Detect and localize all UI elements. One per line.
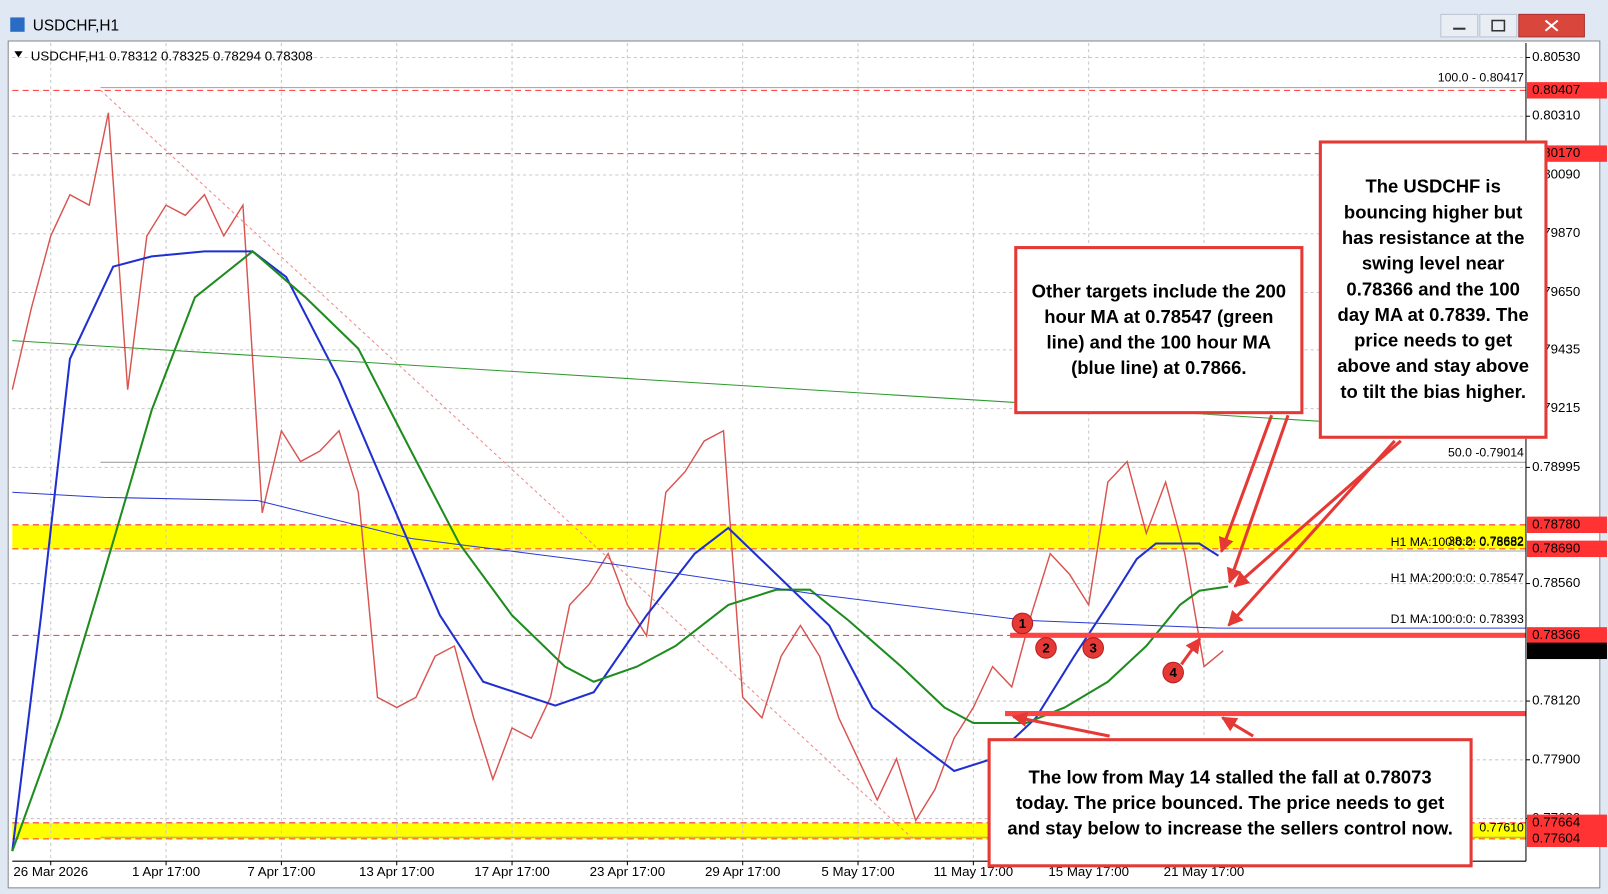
marker [1035, 637, 1057, 659]
marker-label: 1 [1019, 616, 1027, 631]
fib-label: 100.0 - 0.80417 [1438, 71, 1524, 85]
price-label: 0.78690 [1532, 540, 1580, 555]
dropdown-icon [14, 51, 23, 58]
x-tick-label: 15 May 17:00 [1048, 864, 1129, 879]
x-tick-label: 1 Apr 17:00 [132, 864, 200, 879]
minimize-button[interactable] [1440, 13, 1479, 38]
high: 0.78325 [161, 48, 209, 63]
y-tick-label: 0.77900 [1532, 751, 1580, 766]
y-tick-label: 0.78120 [1532, 693, 1580, 708]
price-series [12, 340, 1526, 435]
price-series [11, 250, 1219, 852]
price-label: 0.78780 [1532, 516, 1580, 531]
y-tick-label: 0.80530 [1532, 49, 1580, 64]
y-tick-label: 0.78995 [1532, 459, 1580, 474]
ma-label: H1 MA:200:0:0: 0.78547 [1391, 571, 1524, 585]
marker [1011, 612, 1034, 635]
marker [1082, 637, 1104, 659]
band [12, 524, 1526, 549]
x-tick-label: 21 May 17:00 [1164, 864, 1245, 879]
price-series [12, 491, 1526, 629]
close: 0.78308 [265, 48, 313, 63]
ma-label: D1 MA:100:0:0: 0.78393 [1391, 612, 1524, 626]
fib-label: 50.0 -0.79014 [1448, 445, 1524, 459]
price-series [11, 112, 1224, 823]
x-tick-label: 17 Apr 17:00 [474, 864, 550, 879]
marker-label: 3 [1089, 640, 1096, 655]
x-tick-label: 5 May 17:00 [821, 864, 894, 879]
marker-label: 4 [1169, 665, 1177, 680]
x-tick-label: 7 Apr 17:00 [247, 864, 315, 879]
price-label: 0.78366 [1532, 627, 1580, 642]
annotation: Other targets include the 200 hour MA at… [1014, 246, 1304, 415]
price-label-bg [1526, 82, 1607, 99]
symbol: USDCHF,H1 [31, 48, 106, 63]
fib-label: 38.2- 0.78682 [1448, 534, 1524, 548]
price-label: 0.80407 [1532, 82, 1580, 97]
marker-label: 2 [1042, 640, 1049, 655]
price-series [11, 250, 1229, 852]
symbol-info: USDCHF,H1 0.78312 0.78325 0.78294 0.7830… [31, 48, 313, 63]
x-tick-label: 26 Mar 2026 [13, 864, 88, 879]
low: 0.78294 [213, 48, 262, 63]
annotation: The USDCHF is bouncing higher but has re… [1318, 140, 1548, 439]
annotation: The low from May 14 stalled the fall at … [987, 738, 1473, 868]
price-label: 0.78308 [1532, 642, 1580, 657]
y-tick-label: 0.80310 [1532, 108, 1580, 123]
y-tick-label: 0.78560 [1532, 575, 1580, 590]
arrows [1011, 414, 1402, 738]
price-label-bg [1526, 516, 1607, 534]
x-tick-label: 29 Apr 17:00 [705, 864, 781, 879]
title-bar [0, 0, 1608, 42]
price-label: 0.77604 [1532, 830, 1581, 845]
x-tick-label: 11 May 17:00 [934, 864, 1014, 879]
price-label-bg [1526, 540, 1607, 558]
maximize-button[interactable] [1479, 13, 1518, 38]
open: 0.78312 [109, 48, 157, 63]
window-title: USDCHF,H1 [33, 18, 119, 35]
price-label-bg [1526, 814, 1607, 832]
price-label: 0.77664 [1532, 814, 1581, 829]
price-label-bg [1526, 642, 1607, 660]
fib-label: 0.77610 [1479, 820, 1524, 834]
ma-label: H1 MA:100:0:0: 0.78682 [1391, 535, 1524, 549]
x-tick-label: 23 Apr 17:00 [590, 864, 666, 879]
window-icon [10, 17, 25, 32]
price-label-bg [1526, 627, 1607, 644]
marker [1162, 661, 1184, 684]
x-tick-label: 13 Apr 17:00 [359, 864, 435, 879]
price-label-bg [1526, 830, 1607, 848]
